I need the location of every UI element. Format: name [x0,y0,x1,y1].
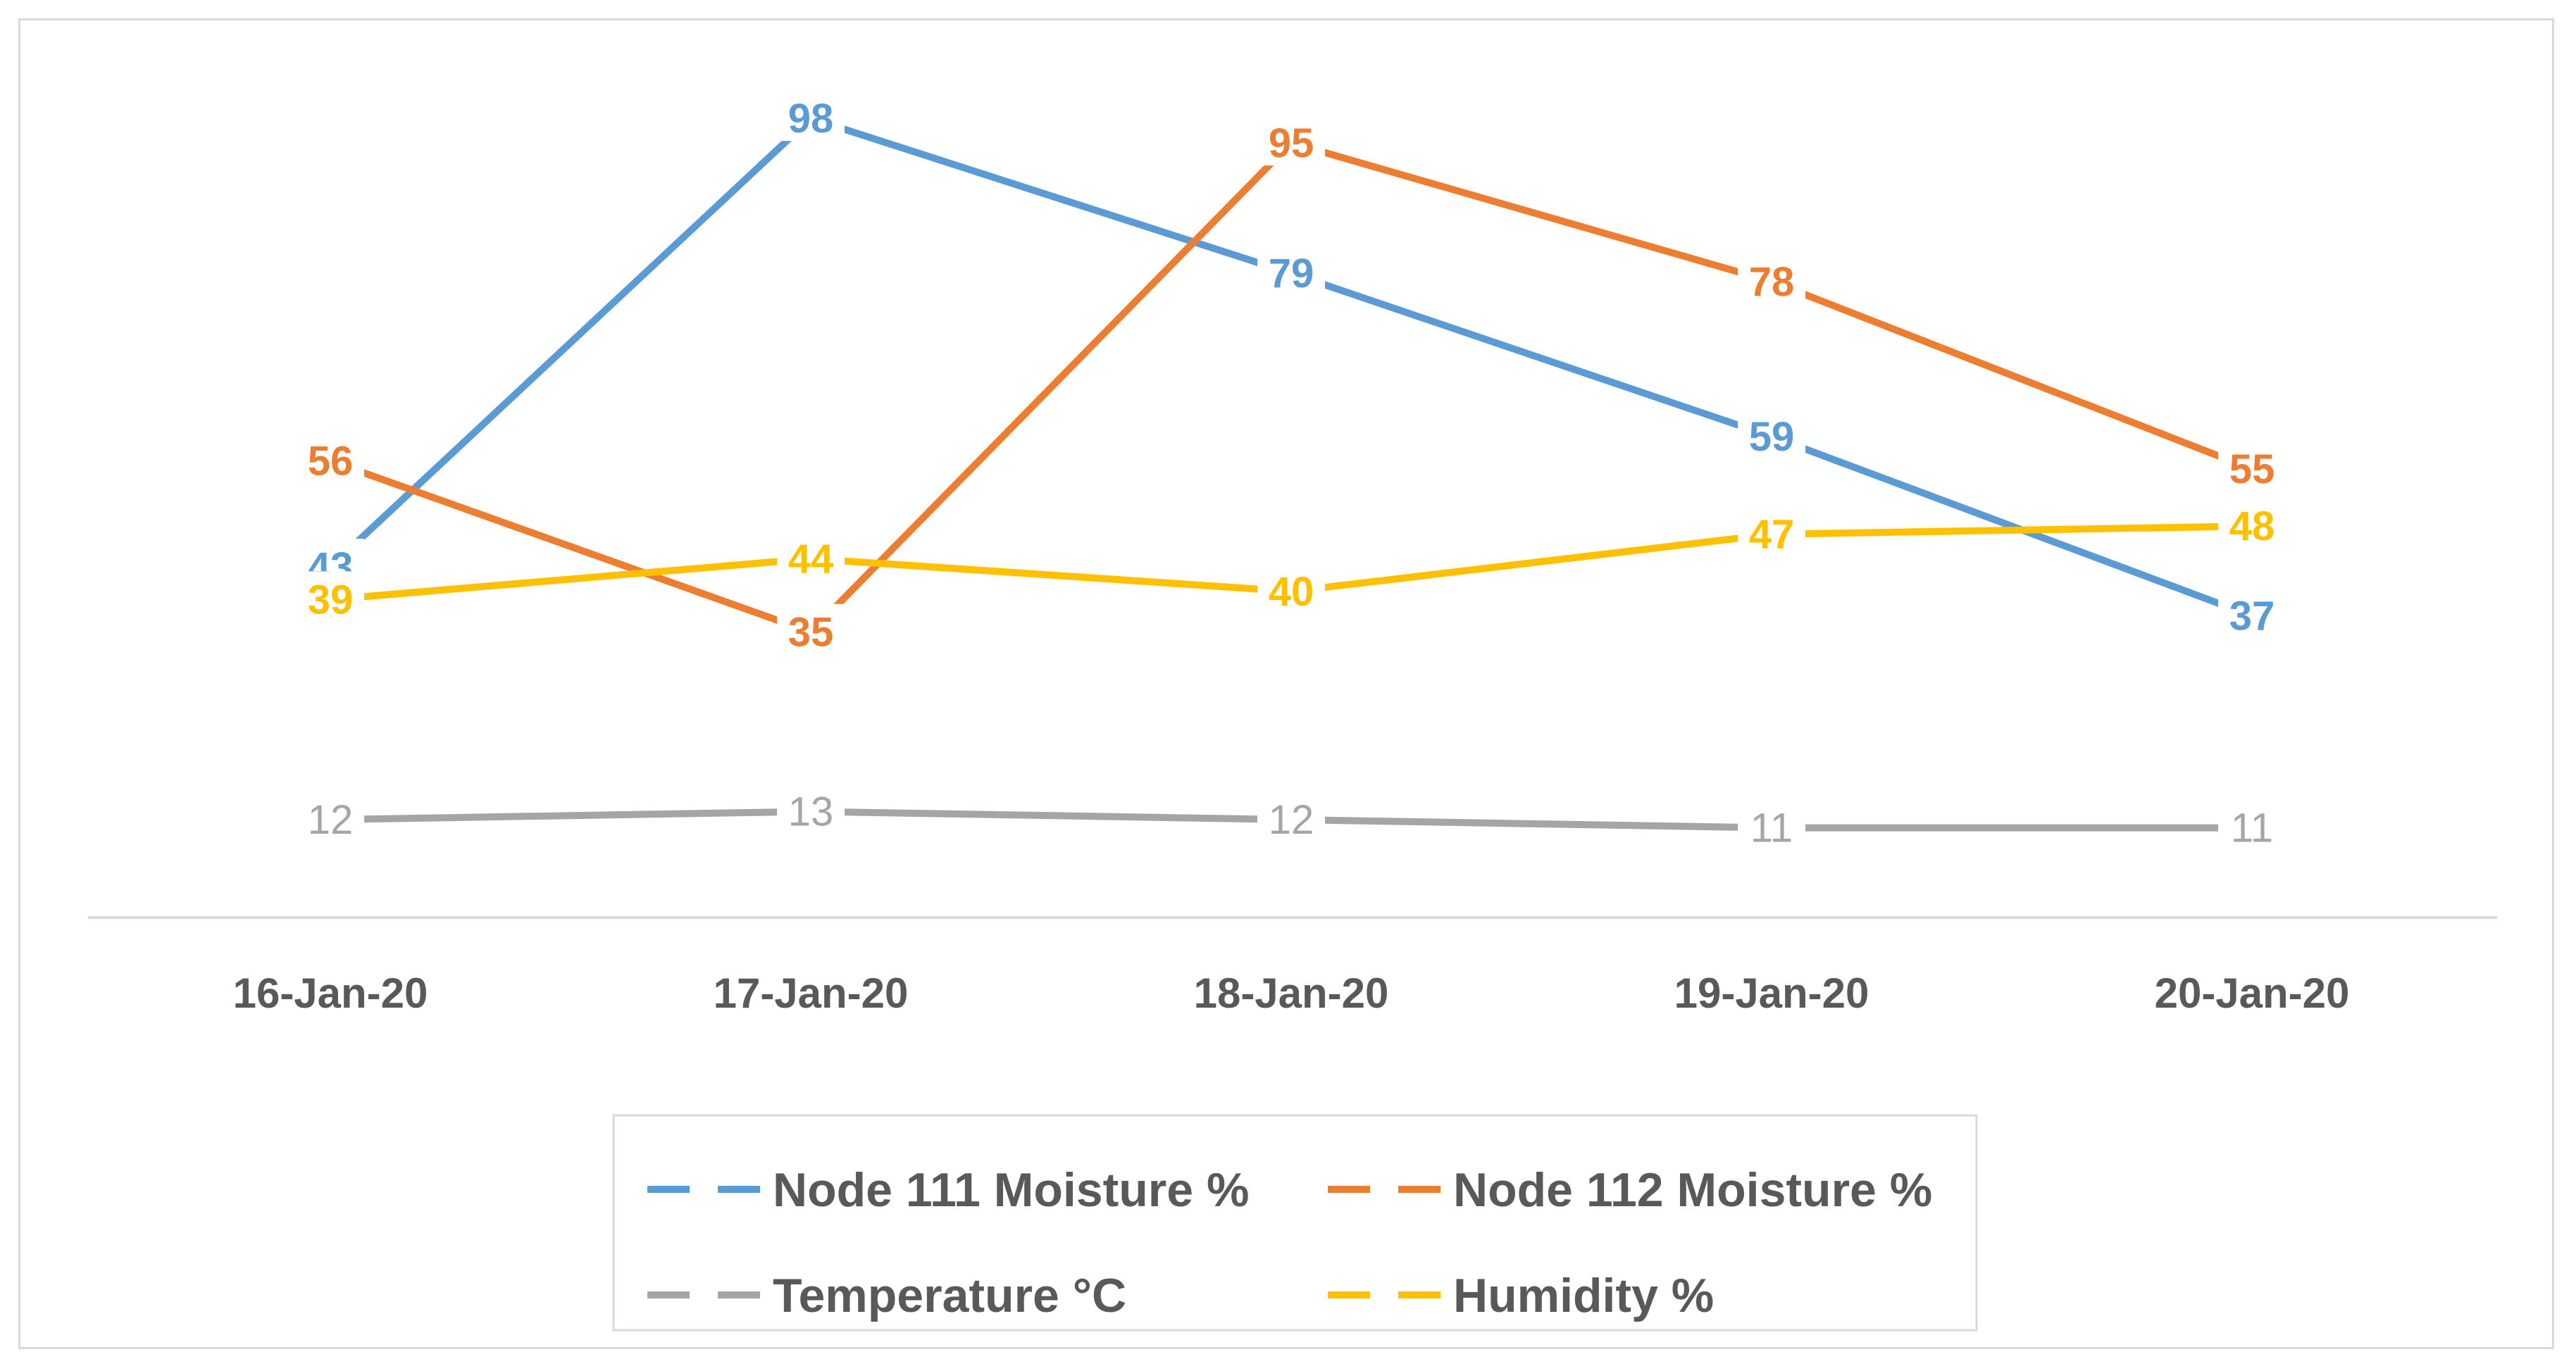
x-tick-label: 18-Jan-20 [1194,970,1389,1017]
data-label-bg [1257,245,1325,296]
data-label: 11 [2231,806,2273,851]
data-label-bg [1738,799,1805,851]
data-label-bg [777,603,845,655]
data-label: 12 [308,797,354,843]
data-label: 12 [1269,797,1314,843]
data-label-bg [297,571,364,622]
data-label: 13 [788,789,834,834]
data-label: 11 [1750,806,1793,851]
x-tick-label: 16-Jan-20 [233,970,428,1017]
x-tick-label: 17-Jan-20 [714,970,909,1017]
data-label: 40 [1269,569,1314,615]
data-label: 44 [788,536,834,582]
data-label-bg [777,530,845,582]
data-label: 37 [2229,594,2275,639]
data-label-bg [2218,441,2286,492]
legend-label: Humidity % [1453,1269,1714,1322]
data-label-bg [1257,114,1325,165]
data-label-bg [1257,563,1325,614]
x-tick-label: 19-Jan-20 [1674,970,1869,1017]
legend-label: Node 111 Moisture % [773,1163,1249,1217]
data-label-bg [1257,791,1325,843]
data-label-bg [1738,253,1805,304]
data-label-bg [297,791,364,843]
series-line-2 [329,139,2253,636]
x-tick-label: 20-Jan-20 [2155,970,2350,1017]
data-label: 56 [308,439,354,484]
data-label-bg [1738,408,1805,459]
data-label: 47 [1749,512,1795,558]
series-line-1 [328,115,2253,620]
legend-label: Temperature °C [773,1269,1126,1322]
data-label-bg [297,432,364,484]
data-label: 55 [2229,446,2275,492]
data-label: 79 [1269,251,1314,296]
data-label-bg [777,783,845,834]
legend-label: Node 112 Moisture % [1453,1163,1932,1217]
x-axis-tick-labels: 16-Jan-20 17-Jan-20 18-Jan-20 19-Jan-20 20-J… [233,970,2350,1017]
data-label: 35 [788,610,834,656]
data-label: 59 [1749,414,1795,460]
data-label: 48 [2229,503,2275,549]
data-label-bg [1738,506,1805,557]
data-label: 98 [788,96,834,142]
data-label: 95 [1269,120,1314,166]
data-label-bg [2218,498,2286,549]
data-label-bg [2218,799,2286,851]
series-lines [328,115,2253,832]
data-label: 78 [1749,259,1795,305]
data-label-bg [777,90,845,142]
data-label-bg [2218,587,2286,639]
data-label: 39 [308,577,354,622]
chart-frame: 43 98 79 59 37 56 35 95 78 55 12 13 12 11 11 39 44 40 47 48… [18,18,2554,1349]
legend: Node 111 Moisture % Node 112 Moisture % Te… [612,1114,1978,1332]
legend-box [612,1114,1978,1332]
